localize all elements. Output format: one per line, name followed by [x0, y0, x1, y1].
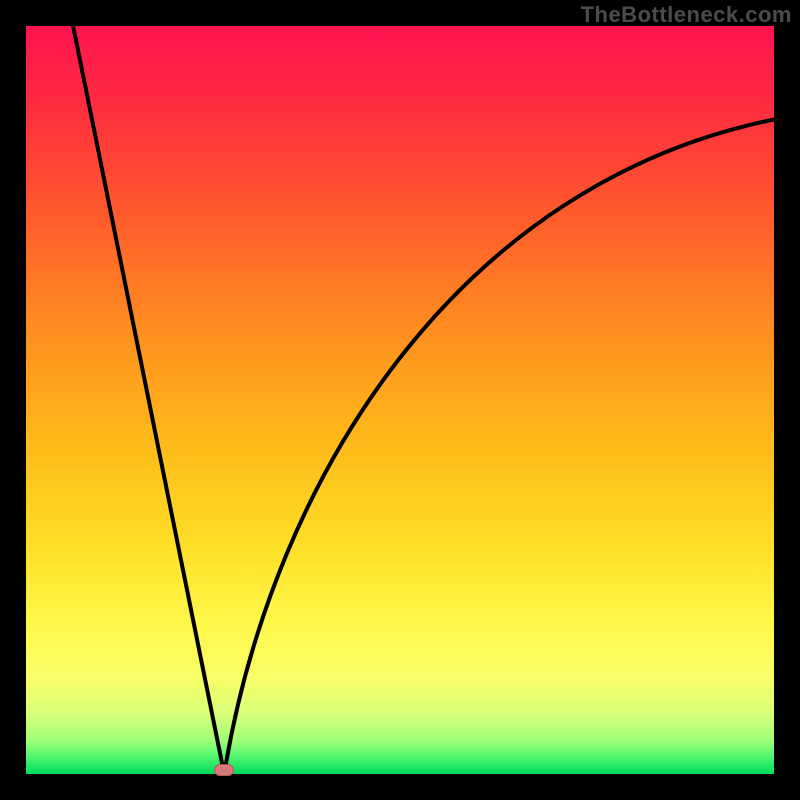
- plot-area: [26, 26, 774, 774]
- curve-svg: [26, 26, 774, 774]
- optimal-point-marker: [214, 764, 234, 776]
- watermark-text: TheBottleneck.com: [581, 2, 792, 28]
- chart-wrapper: TheBottleneck.com: [0, 0, 800, 800]
- bottleneck-curve: [73, 26, 774, 774]
